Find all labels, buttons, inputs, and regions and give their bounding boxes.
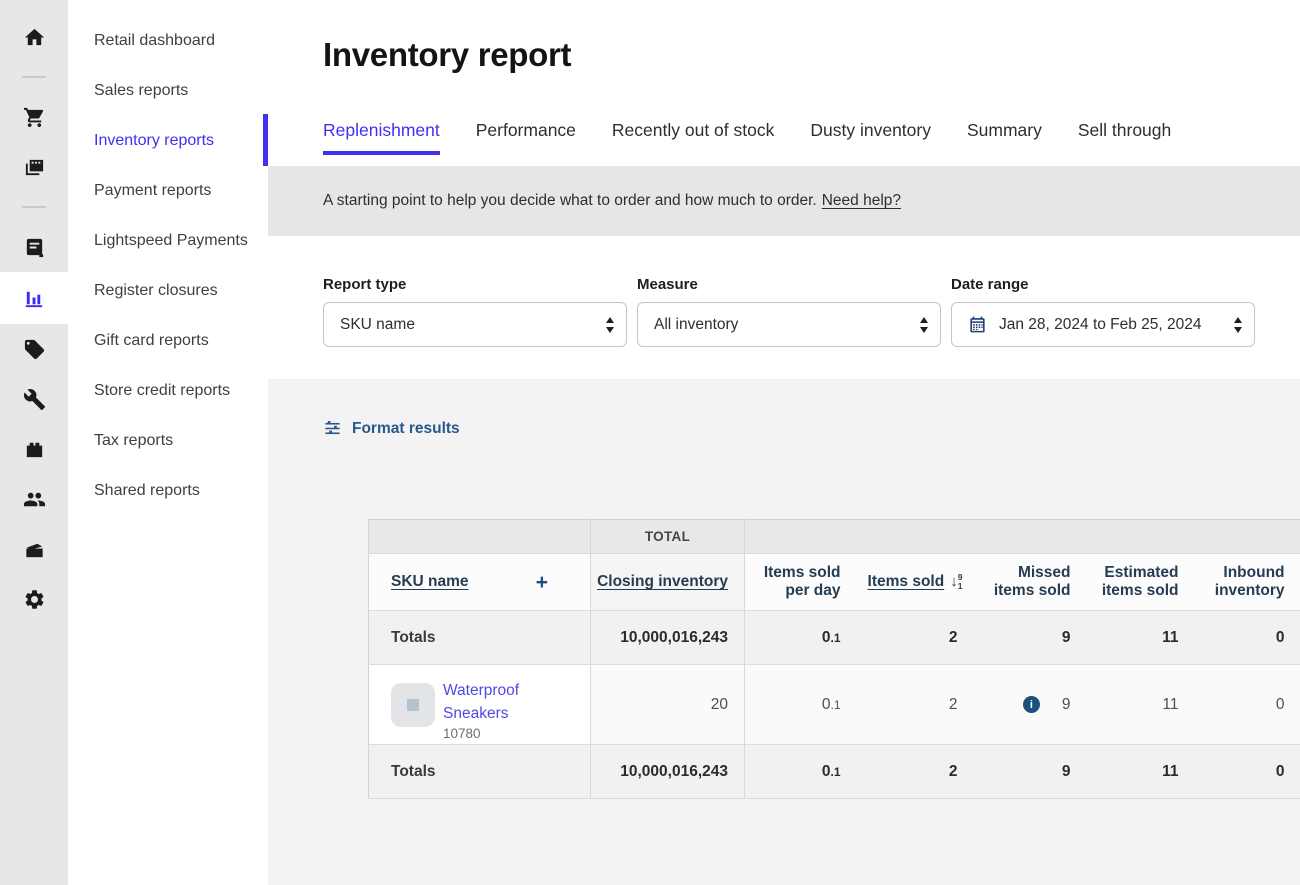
main-content: Inventory report Replenishment Performan… bbox=[268, 0, 1300, 885]
product-closing-inventory: 20 bbox=[590, 664, 745, 745]
group-header-row: TOTAL bbox=[368, 519, 1300, 554]
product-thumbnail bbox=[391, 683, 435, 728]
sidebar-item-sales-reports[interactable]: Sales reports bbox=[94, 82, 189, 99]
product-row: Waterproof Sneakers 10780 20 0.1 2 9 bbox=[368, 664, 1300, 745]
sidebar-item-store-credit-reports[interactable]: Store credit reports bbox=[94, 382, 231, 399]
product-estimated-items-sold: 11 bbox=[1086, 664, 1195, 745]
totals-items-sold: 2 bbox=[948, 762, 958, 780]
sidebar-item-payment-reports[interactable]: Payment reports bbox=[94, 182, 212, 199]
totals-row-bottom: Totals 10,000,016,243 0.1 2 9 11 0 bbox=[368, 744, 1300, 799]
stepper-icon bbox=[606, 316, 614, 333]
wrench-icon[interactable] bbox=[0, 374, 68, 424]
date-range-filter: Date range Jan 28, 2024 to Feb 25, 2024 bbox=[951, 276, 1255, 347]
info-banner: A starting point to help you decide what… bbox=[268, 166, 1300, 236]
tab-sell-through[interactable]: Sell through bbox=[1077, 120, 1172, 140]
icon-rail bbox=[0, 0, 68, 885]
cart-icon[interactable] bbox=[0, 92, 68, 142]
sku-name-column-header[interactable]: SKU name bbox=[391, 573, 469, 590]
product-items-sold-per-day: 0.1 bbox=[744, 664, 857, 745]
active-item-indicator bbox=[263, 114, 268, 166]
sidebar-item-shared-reports[interactable]: Shared reports bbox=[94, 482, 200, 499]
sidebar-item-tax-reports[interactable]: Tax reports bbox=[94, 432, 174, 449]
tab-recently-out-of-stock[interactable]: Recently out of stock bbox=[611, 120, 775, 140]
home-icon[interactable] bbox=[0, 12, 68, 62]
measure-value: All inventory bbox=[654, 315, 739, 333]
stepper-icon bbox=[920, 316, 928, 333]
register-icon[interactable] bbox=[0, 142, 68, 192]
format-results-button[interactable]: Format results bbox=[323, 419, 460, 438]
format-results-label: Format results bbox=[352, 419, 460, 437]
ecommerce-icon[interactable] bbox=[0, 524, 68, 574]
totals-items-sold-per-day: 0.1 bbox=[821, 762, 841, 780]
product-sku: 10780 bbox=[443, 725, 481, 741]
customers-icon[interactable] bbox=[0, 474, 68, 524]
totals-estimated-items-sold: 11 bbox=[1162, 762, 1179, 780]
sliders-icon bbox=[323, 419, 342, 438]
results-section: Format results TOTAL SKU name bbox=[268, 379, 1300, 885]
report-type-label: Report type bbox=[323, 276, 407, 293]
totals-closing-inventory: 10,000,016,243 bbox=[590, 744, 745, 799]
report-tabs: Replenishment Performance Recently out o… bbox=[268, 120, 1300, 155]
sort-descending-icon: 91 bbox=[950, 573, 963, 591]
catalog-icon[interactable] bbox=[0, 222, 68, 272]
info-icon[interactable] bbox=[1022, 696, 1040, 713]
report-type-value: SKU name bbox=[340, 315, 415, 333]
filter-bar: Report type SKU name Measure All invento… bbox=[268, 236, 1300, 379]
closing-inventory-column-header[interactable]: Closing inventory bbox=[597, 573, 728, 590]
gear-icon[interactable] bbox=[0, 574, 68, 624]
date-range-select[interactable]: Jan 28, 2024 to Feb 25, 2024 bbox=[951, 302, 1255, 347]
total-group-label: TOTAL bbox=[590, 519, 745, 554]
totals-estimated-items-sold: 11 bbox=[1162, 628, 1179, 646]
items-sold-column-header[interactable]: Items sold bbox=[867, 573, 945, 590]
tag-icon[interactable] bbox=[0, 324, 68, 374]
sidebar-item-inventory-reports[interactable]: Inventory reports bbox=[94, 132, 215, 149]
add-column-button[interactable] bbox=[536, 572, 548, 593]
tab-summary[interactable]: Summary bbox=[966, 120, 1042, 140]
product-name-link[interactable]: Waterproof Sneakers bbox=[443, 682, 520, 722]
column-header-row: SKU name Closing inventory Items sold pe… bbox=[368, 553, 1300, 611]
totals-inbound-inventory: 0 bbox=[1275, 628, 1285, 646]
need-help-link[interactable]: Need help? bbox=[821, 192, 902, 209]
totals-missed-items-sold: 9 bbox=[1061, 762, 1071, 780]
rail-divider bbox=[22, 76, 46, 78]
report-type-filter: Report type SKU name bbox=[323, 276, 627, 347]
date-range-value: Jan 28, 2024 to Feb 25, 2024 bbox=[999, 315, 1202, 333]
measure-select[interactable]: All inventory bbox=[637, 302, 941, 347]
totals-row-top: Totals 10,000,016,243 0.1 2 9 11 0 bbox=[368, 610, 1300, 665]
tab-performance[interactable]: Performance bbox=[475, 120, 576, 140]
rail-divider bbox=[22, 206, 46, 208]
date-range-label: Date range bbox=[951, 276, 1029, 293]
reports-sidebar: Retail dashboard Sales reports Inventory… bbox=[68, 0, 268, 885]
sidebar-item-retail-dashboard[interactable]: Retail dashboard bbox=[94, 32, 215, 49]
measure-filter: Measure All inventory bbox=[637, 276, 941, 347]
replenishment-table: TOTAL SKU name Closing inventory Items s… bbox=[368, 519, 1300, 799]
inbound-inventory-column-header: Inbound inventory bbox=[1194, 553, 1300, 611]
tab-replenishment[interactable]: Replenishment bbox=[323, 120, 440, 155]
product-missed-items-sold: 9 bbox=[973, 664, 1087, 745]
sites-icon[interactable] bbox=[0, 424, 68, 474]
totals-label: Totals bbox=[368, 610, 591, 665]
tab-dusty-inventory[interactable]: Dusty inventory bbox=[810, 120, 931, 140]
totals-missed-items-sold: 9 bbox=[1061, 628, 1071, 646]
banner-text: A starting point to help you decide what… bbox=[323, 192, 817, 209]
totals-inbound-inventory: 0 bbox=[1275, 762, 1285, 780]
totals-items-sold-per-day: 0.1 bbox=[821, 628, 841, 646]
stepper-icon bbox=[1234, 316, 1242, 333]
product-inbound-inventory: 0 bbox=[1194, 664, 1300, 745]
product-items-sold: 2 bbox=[856, 664, 974, 745]
missed-items-sold-column-header: Missed items sold bbox=[973, 553, 1087, 611]
reporting-icon[interactable] bbox=[0, 272, 68, 324]
totals-closing-inventory: 10,000,016,243 bbox=[590, 610, 745, 665]
measure-label: Measure bbox=[637, 276, 698, 293]
sidebar-item-register-closures[interactable]: Register closures bbox=[94, 282, 218, 299]
sidebar-item-lightspeed-payments[interactable]: Lightspeed Payments bbox=[94, 232, 248, 249]
calendar-icon bbox=[968, 315, 987, 334]
sidebar-item-gift-card-reports[interactable]: Gift card reports bbox=[94, 332, 209, 349]
page-title: Inventory report bbox=[323, 36, 572, 73]
items-sold-per-day-column-header: Items sold per day bbox=[744, 553, 857, 611]
report-type-select[interactable]: SKU name bbox=[323, 302, 627, 347]
totals-items-sold: 2 bbox=[948, 628, 958, 646]
totals-label: Totals bbox=[368, 744, 591, 799]
estimated-items-sold-column-header: Estimated items sold bbox=[1086, 553, 1195, 611]
